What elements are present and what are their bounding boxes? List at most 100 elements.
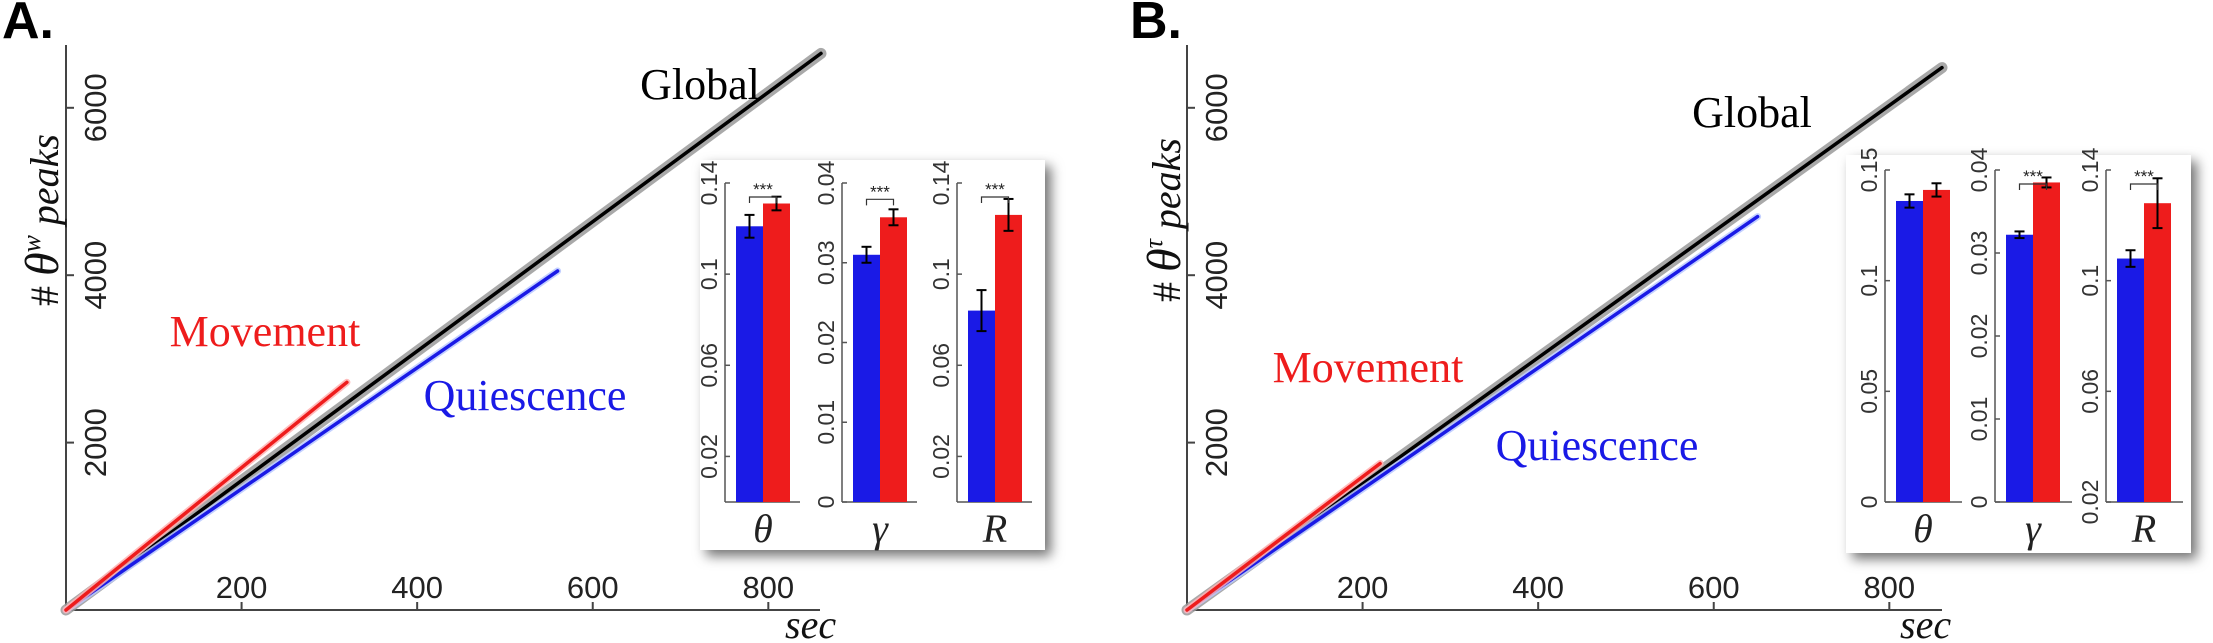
quiescence-bar	[736, 226, 763, 503]
y-tick-label: 4000	[78, 241, 113, 310]
significance-label: ***	[753, 180, 773, 199]
inset-y-tick-label: 0	[1856, 496, 1882, 509]
movement-bar	[2144, 203, 2171, 502]
inset-y-tick-label: 0.04	[1966, 147, 1992, 192]
x-tick-label: 600	[567, 570, 619, 605]
inset-y-tick-label: 0.14	[928, 160, 954, 205]
quiescence-bar	[968, 310, 995, 502]
y-tick-label: 6000	[78, 73, 113, 142]
inset-y-tick-label: 0.1	[1856, 265, 1882, 297]
inset-x-label: γ	[872, 506, 889, 551]
global-label: Global	[1692, 88, 1812, 137]
inset-y-tick-label: 0.01	[1966, 397, 1992, 442]
movement-bar	[880, 217, 907, 503]
inset-x-label: θ	[1913, 506, 1933, 551]
global-label: Global	[640, 60, 760, 109]
inset-y-tick-label: 0.1	[2077, 265, 2103, 297]
movement-bar	[1923, 189, 1950, 503]
significance-label: ***	[2134, 167, 2154, 186]
significance-bracket	[2018, 183, 2048, 190]
quiescence-series-line	[64, 269, 560, 612]
x-tick-label: 200	[216, 570, 268, 605]
significance-bracket	[748, 196, 778, 203]
inset-chart-R: 0.02 0.06 0.1 0.14 *** R	[2077, 147, 2183, 551]
y-axis-label-symbol: θ	[16, 252, 69, 276]
movement-series-line	[64, 380, 349, 612]
inset-x-label: γ	[2025, 506, 2042, 551]
quiescence-label: Quiescence	[424, 371, 627, 420]
inset-y-tick-label: 0.03	[813, 240, 839, 285]
movement-series-line	[1185, 461, 1382, 612]
y-axis-label-superscript: w	[17, 234, 46, 252]
movement-bar	[995, 214, 1022, 502]
quiescence-bar	[2006, 234, 2033, 503]
panel-letter: A.	[2, 0, 54, 50]
inset-y-tick-label: 0.14	[696, 160, 722, 205]
movement-label: Movement	[1273, 343, 1464, 392]
y-axis-label-symbol: θ	[1138, 248, 1191, 272]
y-axis-label-suffix: peaks	[1144, 138, 1189, 239]
significance-label: ***	[2023, 167, 2043, 186]
y-tick-label: 2000	[78, 408, 113, 477]
inset-x-label: R	[2131, 506, 2156, 551]
y-axis-label-prefix: #	[1144, 272, 1189, 302]
quiescence-bar	[1896, 200, 1923, 502]
y-tick-label: 6000	[1199, 73, 1234, 142]
inset-y-tick-label: 0	[813, 496, 839, 509]
y-tick-label: 2000	[1199, 408, 1234, 477]
y-axis-label-prefix: #	[22, 276, 67, 306]
y-axis-label: # θw peaks	[16, 134, 69, 306]
inset-x-label: R	[982, 506, 1007, 551]
inset-chart-θ: 0.02 0.06 0.1 0.14 *** θ	[696, 160, 800, 551]
inset-chart-R: 0.02 0.06 0.1 0.14 *** R	[928, 160, 1032, 551]
panel-letter: B.	[1130, 0, 1182, 50]
y-tick-label: 4000	[1199, 241, 1234, 310]
inset-y-tick-label: 0.02	[2077, 480, 2103, 525]
significance-label: ***	[870, 182, 890, 201]
x-axis-label: sec	[785, 602, 836, 643]
inset-y-tick-label: 0.02	[696, 434, 722, 479]
inset-y-tick-label: 0.14	[2077, 147, 2103, 192]
quiescence-series-line	[1185, 214, 1760, 612]
y-axis-label: # θτ peaks	[1138, 138, 1191, 302]
inset-y-tick-label: 0.05	[1856, 369, 1882, 414]
quiescence-bar	[853, 254, 880, 502]
y-axis-label-superscript: τ	[1139, 237, 1168, 248]
inset-chart-θ: 0 0.05 0.1 0.15 θ	[1856, 148, 1962, 551]
x-tick-label: 400	[1512, 570, 1564, 605]
x-tick-label: 800	[742, 570, 794, 605]
movement-label: Movement	[170, 307, 361, 356]
inset-y-tick-label: 0.06	[2077, 369, 2103, 414]
inset-chart-γ: 0 0.01 0.02 0.03 0.04 *** γ	[1966, 147, 2072, 551]
inset-x-label: θ	[753, 506, 773, 551]
movement-bar	[2033, 182, 2060, 502]
inset-y-tick-label: 0.1	[928, 258, 954, 290]
x-tick-label: 600	[1688, 570, 1740, 605]
global-series-line	[64, 51, 823, 612]
inset-y-tick-label: 0.03	[1966, 231, 1992, 276]
y-axis-label-suffix: peaks	[22, 134, 67, 235]
inset-y-tick-label: 0.02	[928, 434, 954, 479]
quiescence-label: Quiescence	[1496, 421, 1699, 470]
inset-y-tick-label: 0.02	[813, 320, 839, 365]
significance-label: ***	[985, 180, 1005, 199]
x-tick-label: 200	[1337, 570, 1389, 605]
significance-bracket	[980, 196, 1010, 203]
inset-y-tick-label: 0.02	[1966, 314, 1992, 359]
inset-y-tick-label: 0.1	[696, 258, 722, 290]
inset-y-tick-label: 0.15	[1856, 148, 1882, 193]
inset-y-tick-label: 0.01	[813, 400, 839, 445]
significance-bracket	[865, 198, 895, 206]
inset-y-tick-label: 0.04	[813, 160, 839, 205]
x-tick-label: 400	[391, 570, 443, 605]
x-tick-label: 800	[1863, 570, 1915, 605]
inset-y-tick-label: 0	[1966, 496, 1992, 509]
inset-y-tick-label: 0.06	[928, 343, 954, 388]
significance-bracket	[2129, 183, 2159, 190]
quiescence-bar	[2117, 258, 2144, 502]
inset-y-tick-label: 0.06	[696, 343, 722, 388]
x-axis-label: sec	[1900, 602, 1951, 643]
